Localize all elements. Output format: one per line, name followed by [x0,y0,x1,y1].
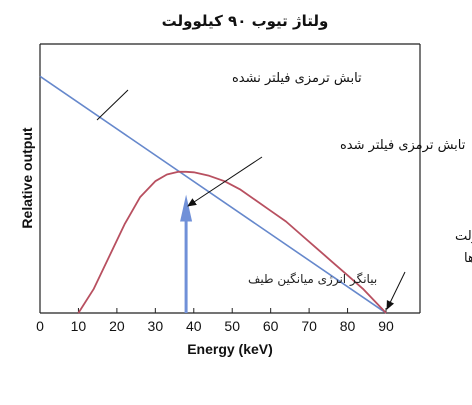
annotation-unfiltered-pointer [96,89,129,121]
annotation-filtered: تابش ترمزی فیلتر شده [340,138,466,153]
x-tick-label: 60 [263,318,279,334]
chart-title: ولتاژ تیوب ۹۰ کیلوولت [162,12,329,30]
annotation-max-energy-line2: بیشینه انرژی فوتون‌ها [464,251,472,266]
series-line-unfiltered [39,75,387,314]
mean-energy-arrow [180,194,193,313]
mean-energy-arrow-head [180,194,193,222]
x-tick-label: 30 [148,318,164,334]
annotation-max-energy-pointer [386,271,406,310]
y-axis-label: Relative output [19,127,35,228]
plot-frame [39,43,421,314]
x-tick-label: 10 [71,318,87,334]
x-ticks: 0 10 20 30 40 50 60 70 80 90 [36,308,394,334]
x-tick-label: 70 [301,318,317,334]
x-tick-label: 50 [224,318,240,334]
x-tick-label: 0 [36,318,44,334]
annotation-filtered-pointer [187,156,263,207]
annotation-unfiltered: تابش ترمزی فیلتر نشده [232,71,362,86]
x-tick-label: 40 [186,318,202,334]
annotation-max-energy-line1: ۹۰ کیلوالکترون ولت [455,229,472,244]
annotation-mean-energy: بیانگر انرژی میانگین طیف [248,272,377,287]
x-axis-label: Energy (keV) [187,341,273,357]
x-tick-label: 20 [109,318,125,334]
x-tick-label: 90 [378,318,394,334]
series-line-filtered [77,170,387,314]
x-tick-label: 80 [340,318,356,334]
